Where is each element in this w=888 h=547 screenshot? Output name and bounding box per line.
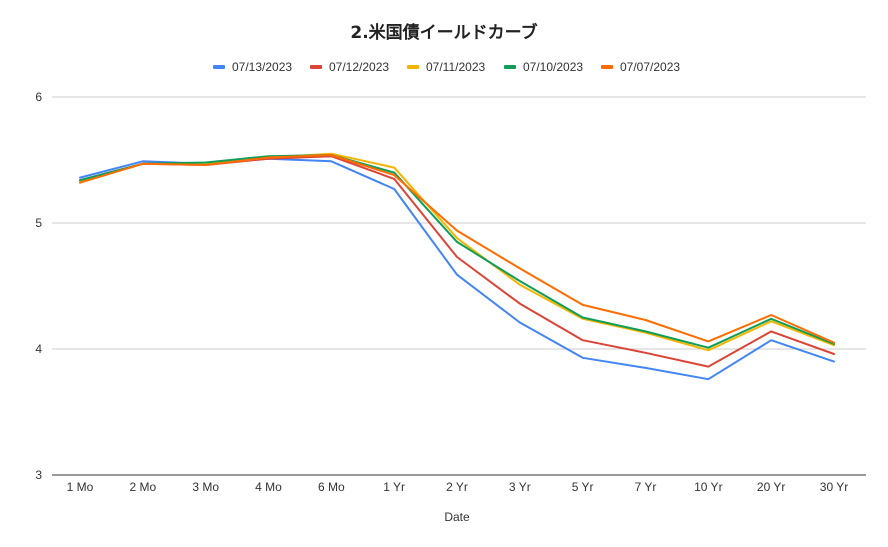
legend-swatch	[504, 65, 516, 69]
chart-title: 2.米国債イールドカーブ	[350, 22, 537, 43]
legend-label: 07/07/2023	[620, 60, 680, 74]
y-tick-label: 4	[35, 342, 42, 356]
legend-swatch	[601, 65, 613, 69]
legend-label: 07/10/2023	[523, 60, 583, 74]
x-axis-title: Date	[444, 510, 470, 524]
legend-swatch	[213, 65, 225, 69]
y-tick-label: 6	[35, 90, 42, 104]
legend-label: 07/13/2023	[232, 60, 292, 74]
x-tick-label: 3 Mo	[192, 480, 219, 494]
x-tick-label: 4 Mo	[255, 480, 282, 494]
x-tick-label: 30 Yr	[820, 480, 848, 494]
legend: 07/13/2023 07/12/2023 07/11/2023 07/10/2023…	[213, 60, 680, 74]
x-axis-ticks: 1 Mo 2 Mo 3 Mo 4 Mo 6 Mo 1 Yr 2 Yr 3 Yr 5 Yr 7 Yr…	[67, 480, 849, 494]
y-axis-ticks: 3 4 5 6	[35, 90, 42, 482]
x-tick-label: 7 Yr	[635, 480, 657, 494]
x-tick-label: 6 Mo	[318, 480, 345, 494]
gridlines	[52, 96, 866, 476]
x-tick-label: 5 Yr	[572, 480, 594, 494]
x-tick-label: 3 Yr	[509, 480, 531, 494]
x-tick-label: 1 Mo	[67, 480, 94, 494]
series-line-07-11-2023	[79, 152, 835, 352]
series-line-07-07-2023	[79, 154, 835, 344]
legend-label: 07/11/2023	[426, 60, 485, 74]
y-tick-label: 5	[35, 216, 42, 230]
series-line-07-13-2023	[79, 157, 835, 381]
y-tick-label: 3	[35, 468, 42, 482]
x-tick-label: 20 Yr	[757, 480, 785, 494]
series-line-07-10-2023	[79, 154, 835, 349]
x-tick-label: 10 Yr	[694, 480, 722, 494]
legend-swatch	[310, 65, 322, 69]
x-tick-label: 2 Yr	[446, 480, 468, 494]
x-tick-label: 1 Yr	[383, 480, 405, 494]
legend-label: 07/12/2023	[329, 60, 389, 74]
legend-swatch	[407, 65, 419, 69]
x-tick-label: 2 Mo	[129, 480, 156, 494]
series-lines	[79, 152, 835, 381]
